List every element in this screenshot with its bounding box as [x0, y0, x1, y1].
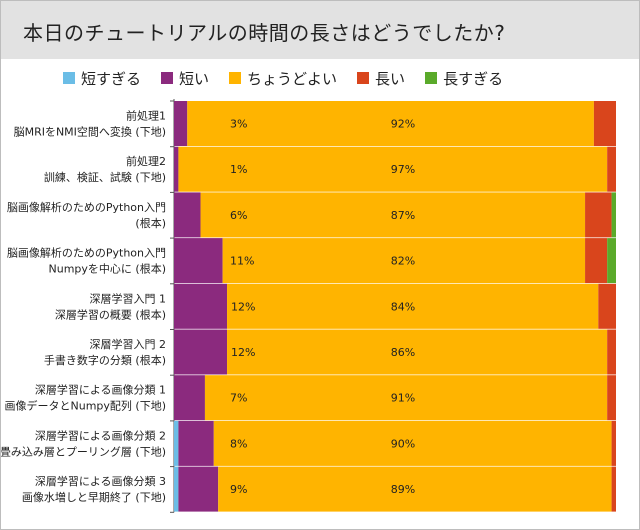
bar-segment — [218, 466, 612, 512]
bar-segment — [178, 466, 219, 512]
category-label: 畳み込み層とプーリング層 (下地) — [1, 444, 166, 458]
bar-segment — [607, 375, 616, 421]
legend-swatch-short — [161, 72, 174, 84]
legend-label-short: 短い — [179, 69, 210, 88]
bar-segment — [174, 283, 228, 329]
bar-segment — [222, 238, 586, 284]
category-label: 画像水増しと早期終了 (下地) — [22, 490, 166, 504]
bar-segment — [585, 238, 608, 284]
bar-segment — [178, 420, 214, 466]
bar-segment — [611, 192, 616, 238]
data-label-short: 12% — [231, 300, 255, 313]
bar-segment — [611, 420, 616, 466]
legend-swatch-too-long — [425, 72, 438, 84]
category-label: (根本) — [135, 216, 166, 230]
data-label-just-right: 92% — [391, 118, 415, 131]
category-label: 深層学習入門 1 — [90, 291, 167, 305]
data-label-short: 7% — [230, 392, 247, 405]
bar-segment — [174, 192, 201, 238]
data-label-short: 9% — [230, 483, 247, 496]
stacked-bar-chart: 前処理1 脳MRIをNMI空間へ変換 (下地) 3% 92% 前処理2 訓練、検証、試験 … — [1, 99, 616, 513]
data-label-short: 12% — [231, 346, 255, 359]
legend-item-long: 長い — [357, 68, 405, 89]
category-label: 深層学習入門 2 — [90, 337, 167, 351]
bar-segment — [227, 329, 608, 375]
legend-swatch-long — [357, 72, 370, 84]
bar-segment — [178, 146, 608, 192]
legend-item-too-long: 長すぎる — [425, 68, 503, 89]
category-label: 手書き数字の分類 (根本) — [44, 353, 166, 367]
legend-swatch-too-short — [63, 72, 75, 84]
category-label: 前処理2 — [126, 154, 166, 168]
bar-segment — [607, 146, 616, 192]
legend: 短すぎる 短い ちょうどよい 長い 長すぎる — [63, 68, 523, 88]
data-label-just-right: 87% — [391, 209, 415, 222]
chart-title: 本日のチュートリアルの時間の長さはどうでしたか? — [23, 21, 506, 45]
bar-segment — [585, 192, 612, 238]
data-label-just-right: 84% — [391, 300, 415, 313]
bar-segment — [611, 466, 616, 512]
data-label-just-right: 89% — [391, 483, 415, 496]
legend-label-too-short: 短すぎる — [81, 69, 142, 88]
legend-label-long: 長い — [375, 69, 406, 88]
category-label: 深層学習による画像分類 2 — [35, 428, 166, 442]
bar-segment — [227, 283, 599, 329]
data-label-just-right: 86% — [391, 346, 415, 359]
category-label: 脳MRIをNMI空間へ変換 (下地) — [14, 125, 166, 139]
bar-segment — [598, 283, 616, 329]
bar-segment — [593, 101, 616, 146]
bar-segment — [174, 466, 179, 512]
data-label-short: 6% — [230, 209, 247, 222]
bar-segment — [174, 238, 223, 284]
data-label-just-right: 82% — [391, 255, 415, 268]
bar-segment — [187, 101, 594, 146]
bar-segment — [174, 329, 228, 375]
bar-segment — [607, 238, 616, 284]
category-label: 脳画像解析のためのPython入門 — [7, 200, 166, 214]
bar-segment — [174, 101, 188, 146]
data-label-short: 8% — [230, 437, 247, 450]
category-label: 画像データとNumpy配列 (下地) — [5, 399, 167, 413]
bar-segment — [174, 420, 179, 466]
data-label-just-right: 90% — [391, 437, 415, 450]
bar-segment — [174, 375, 205, 421]
legend-label-too-long: 長すぎる — [443, 69, 504, 88]
data-label-just-right: 97% — [391, 163, 415, 176]
category-label: 訓練、検証、試験 (下地) — [44, 170, 166, 184]
legend-item-too-short: 短すぎる — [63, 68, 141, 89]
category-label: Numpyを中心に (根本) — [49, 262, 167, 276]
category-label: 前処理1 — [126, 109, 166, 123]
data-label-just-right: 91% — [391, 392, 415, 405]
bar-segment — [607, 329, 616, 375]
title-bar: 本日のチュートリアルの時間の長さはどうでしたか? — [1, 1, 639, 59]
category-label: 深層学習による画像分類 1 — [35, 383, 166, 397]
category-label: 深層学習の概要 (根本) — [55, 307, 166, 321]
legend-item-just-right: ちょうどよい — [229, 68, 337, 89]
data-label-short: 3% — [230, 118, 247, 131]
bar-segment — [204, 375, 608, 421]
legend-label-just-right: ちょうどよい — [247, 69, 338, 88]
legend-item-short: 短い — [161, 68, 209, 89]
category-label: 深層学習による画像分類 3 — [35, 474, 166, 488]
legend-swatch-just-right — [229, 72, 242, 84]
category-label: 脳画像解析のためのPython入門 — [7, 246, 166, 260]
data-label-short: 11% — [230, 255, 254, 268]
bar-segment — [213, 420, 612, 466]
bar-segment — [174, 146, 179, 192]
data-label-short: 1% — [230, 163, 247, 176]
bar-segment — [200, 192, 586, 238]
